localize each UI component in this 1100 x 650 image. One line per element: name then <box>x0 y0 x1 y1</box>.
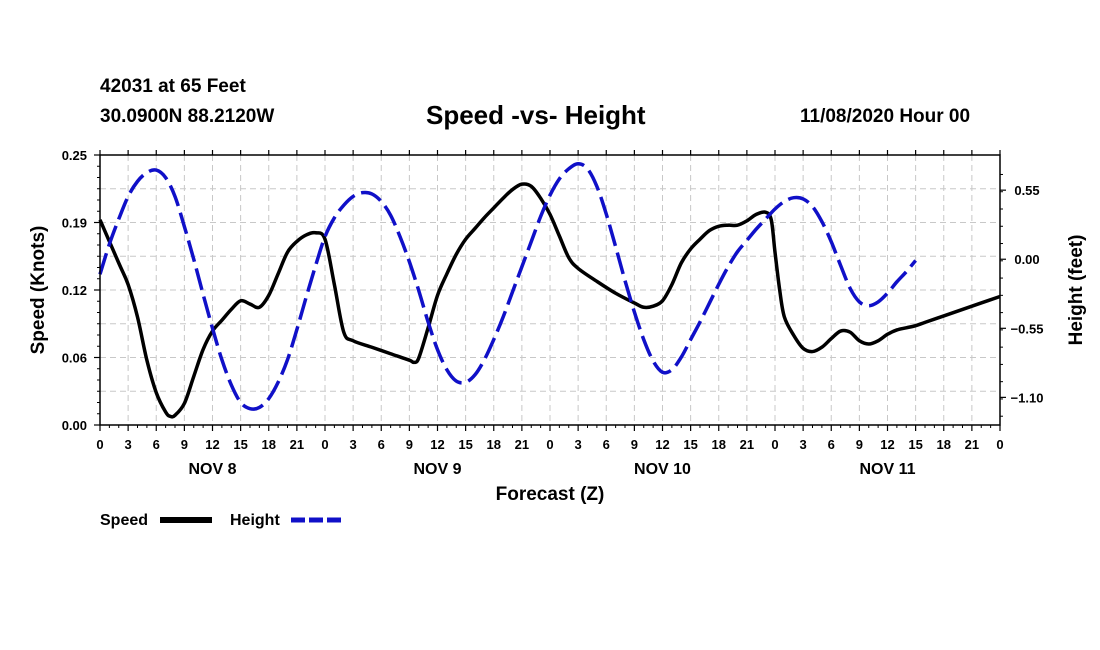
x-tick-label: 3 <box>800 437 807 452</box>
x-tick-label: 0 <box>771 437 778 452</box>
day-label: NOV 10 <box>634 461 691 478</box>
x-tick-label: 12 <box>655 437 669 452</box>
x-tick-label: 6 <box>153 437 160 452</box>
x-tick-label: 15 <box>908 437 922 452</box>
legend-speed-label: Speed <box>100 512 148 529</box>
forecast-datestamp: 11/08/2020 Hour 00 <box>800 106 971 127</box>
x-axis-title: Forecast (Z) <box>496 484 605 505</box>
x-tick-label: 0 <box>321 437 328 452</box>
y-tick-label: 0.06 <box>62 351 87 366</box>
x-tick-label: 21 <box>965 437 979 452</box>
x-tick-label: 9 <box>406 437 413 452</box>
axis-ticks <box>94 150 1006 431</box>
x-tick-label: 0 <box>96 437 103 452</box>
day-label: NOV 9 <box>413 461 461 478</box>
x-tick-label: 0 <box>546 437 553 452</box>
legend-height-label: Height <box>230 512 280 529</box>
x-tick-label: 3 <box>125 437 132 452</box>
x-tick-label: 9 <box>856 437 863 452</box>
x-tick-label: 21 <box>740 437 754 452</box>
x-tick-label: 12 <box>430 437 444 452</box>
x-tick-label: 18 <box>937 437 951 452</box>
x-tick-label: 21 <box>290 437 304 452</box>
x-tick-label: 21 <box>515 437 529 452</box>
x-tick-label: 15 <box>233 437 247 452</box>
y2-tick-label: 0.55 <box>1014 183 1039 198</box>
x-tick-label: 6 <box>603 437 610 452</box>
x-tick-label: 15 <box>683 437 697 452</box>
series-line-speed <box>98 182 1001 419</box>
series-lines <box>98 162 1001 419</box>
x-tick-label: 3 <box>575 437 582 452</box>
y2-axis-title: Height (feet) <box>1066 235 1087 346</box>
y2-tick-label: −1.10 <box>1011 390 1044 405</box>
x-tick-label: 6 <box>378 437 385 452</box>
y-tick-label: 0.25 <box>62 148 87 163</box>
x-tick-label: 6 <box>828 437 835 452</box>
legend: Speed Height <box>100 512 343 529</box>
station-coordinates: 30.0900N 88.2120W <box>100 106 275 127</box>
x-tick-label: 3 <box>350 437 357 452</box>
y-axis-title: Speed (Knots) <box>28 226 49 355</box>
x-tick-label: 12 <box>205 437 219 452</box>
x-tick-label: 12 <box>880 437 894 452</box>
x-tick-label: 18 <box>487 437 501 452</box>
day-label: NOV 11 <box>859 461 915 478</box>
station-label: 42031 at 65 Feet <box>100 76 246 97</box>
series-line-height <box>98 162 917 411</box>
y-tick-label: 0.12 <box>62 283 87 298</box>
x-tick-label: 9 <box>631 437 638 452</box>
x-tick-label: 18 <box>262 437 276 452</box>
x-tick-label: 9 <box>181 437 188 452</box>
y2-tick-label: 0.00 <box>1014 252 1039 267</box>
y-tick-label: 0.00 <box>62 418 87 433</box>
y-tick-label: 0.19 <box>62 216 87 231</box>
y2-tick-label: −0.55 <box>1011 321 1044 336</box>
x-tick-label: 0 <box>996 437 1003 452</box>
day-label: NOV 8 <box>188 461 236 478</box>
x-tick-label: 18 <box>712 437 726 452</box>
axis-labels: 0 3 6 9 12 15 18 21 0 3 6 9 12 15 18 21 0 3 6 9 12 15 18 21 0 3 6 9… <box>62 148 1044 478</box>
x-tick-label: 15 <box>458 437 472 452</box>
chart-title: Speed -vs- Height <box>426 100 646 130</box>
